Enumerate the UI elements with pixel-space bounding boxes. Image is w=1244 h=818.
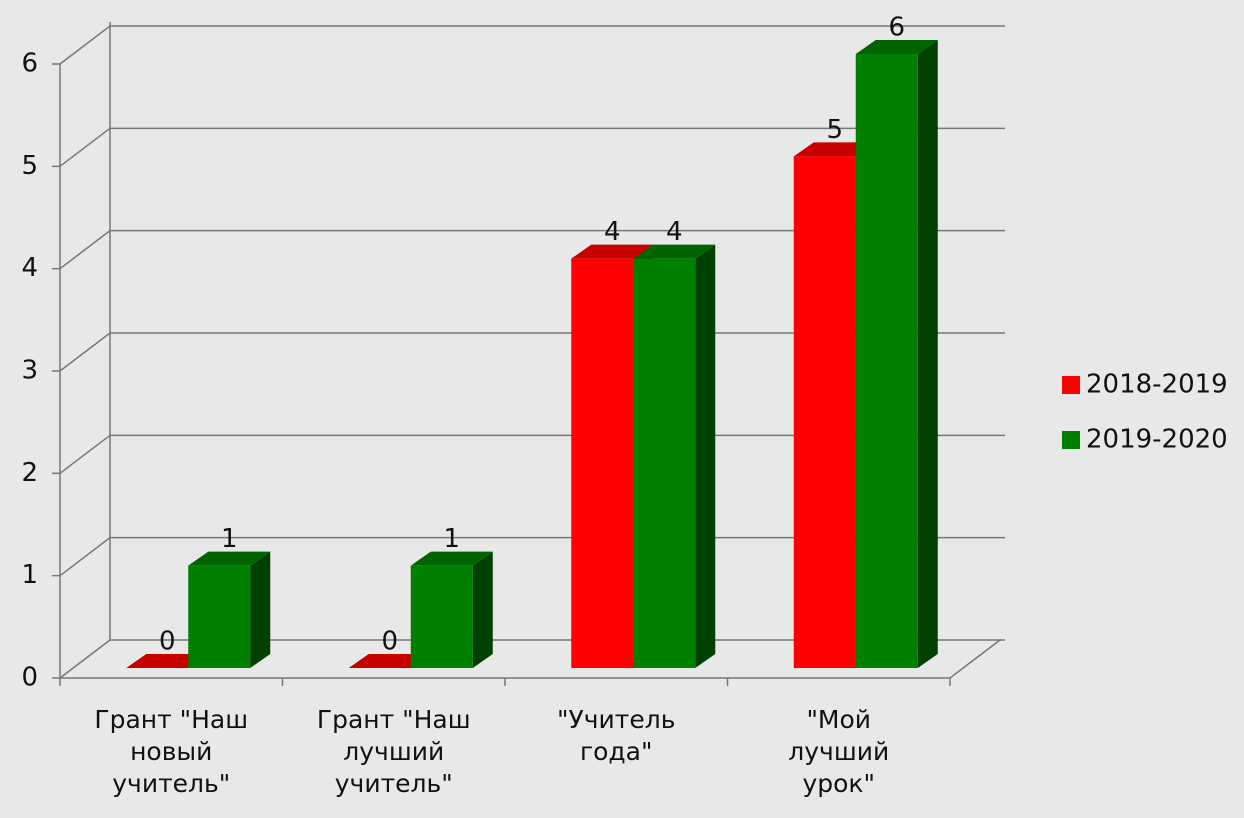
bar-top (633, 244, 716, 259)
x-tick-label: "Мой лучший урок" (788, 705, 890, 798)
bar-front (633, 258, 696, 668)
legend-label: 2018-2019 (1086, 370, 1228, 400)
bar-side (472, 551, 493, 668)
y-tick-label: 4 (21, 253, 38, 283)
bar-top (126, 654, 209, 668)
bar-front (188, 565, 251, 668)
y-tick-label: 1 (21, 560, 38, 590)
bar-top (855, 40, 938, 54)
bar-top (571, 244, 654, 259)
y-tick-label: 6 (21, 49, 38, 79)
x-tick-label: "Учитель года" (557, 705, 676, 766)
bar-top (410, 551, 493, 566)
value-label: 5 (826, 115, 843, 145)
legend-swatch (1062, 431, 1080, 449)
value-label: 0 (381, 627, 398, 657)
value-label: 4 (604, 217, 621, 247)
y-tick-label: 2 (21, 458, 38, 488)
bar-side (695, 244, 716, 668)
y-tick-label: 5 (21, 151, 38, 181)
grid-line (59, 229, 1005, 270)
value-label: 1 (443, 524, 460, 554)
bar-front (793, 156, 856, 669)
bar-front (855, 54, 918, 668)
legend-swatch (1062, 376, 1080, 394)
x-tick-label: Грант "Наш лучший учитель" (316, 705, 471, 798)
x-tick-label: Грант "Наш новый учитель" (94, 705, 249, 798)
legend-label: 2019-2020 (1086, 425, 1228, 455)
value-label: 6 (888, 13, 905, 43)
bar-front (410, 565, 473, 668)
y-tick-label: 3 (21, 356, 38, 386)
bar-top (348, 654, 431, 668)
bar-top (188, 551, 271, 566)
bar-side (917, 40, 938, 668)
bar-front (571, 258, 634, 668)
value-label: 0 (159, 627, 176, 657)
grid-line (59, 25, 1005, 65)
grid-line (59, 127, 1005, 167)
value-label: 4 (666, 217, 683, 247)
y-tick-label: 0 (21, 663, 38, 693)
bar-side (250, 551, 271, 668)
bar-top (793, 142, 876, 157)
value-label: 1 (221, 524, 238, 554)
